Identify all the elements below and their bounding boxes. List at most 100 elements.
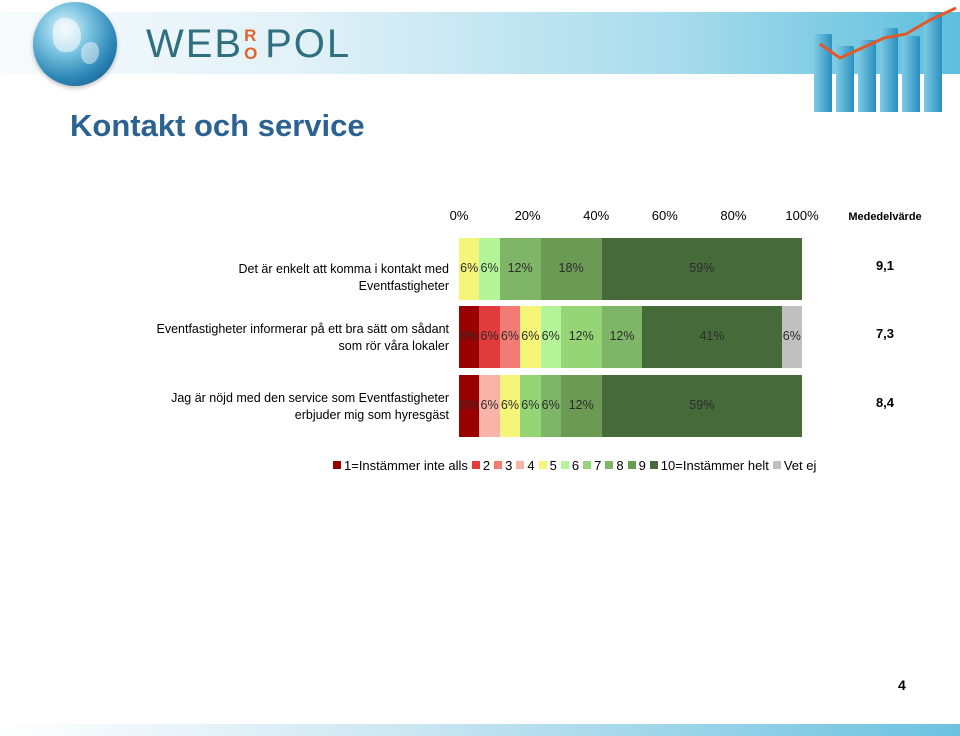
category-label-line: Jag är nöjd med den service som Eventfas… bbox=[171, 391, 449, 405]
bar-segment bbox=[499, 238, 541, 300]
legend-swatch bbox=[649, 461, 658, 469]
category-label-line: som rör våra lokaler bbox=[338, 339, 449, 353]
category-label-line: Eventfastigheter informerar på ett bra s… bbox=[156, 322, 449, 336]
page-title: Kontakt och service bbox=[70, 108, 365, 143]
bar-segment bbox=[499, 306, 521, 368]
data-label: 6% bbox=[500, 329, 519, 343]
legend-item: 10=Instämmer helt bbox=[649, 457, 769, 473]
data-label: 12% bbox=[568, 329, 594, 343]
legend-swatch bbox=[333, 461, 341, 469]
bar-segment bbox=[560, 306, 602, 368]
page-number: 4 bbox=[898, 677, 906, 693]
header-band bbox=[0, 12, 960, 74]
data-label: 6% bbox=[541, 398, 560, 412]
data-label: 41% bbox=[699, 329, 725, 343]
data-label: 6% bbox=[500, 398, 519, 412]
category-label-line: erbjuder mig som hyresgäst bbox=[294, 408, 449, 422]
bar-segment bbox=[520, 375, 541, 437]
legend-swatch bbox=[627, 461, 636, 469]
data-label: 6% bbox=[480, 261, 499, 275]
bar-segment bbox=[459, 375, 480, 437]
axis-tick-label: 80% bbox=[720, 208, 747, 223]
legend-label: 9 bbox=[638, 457, 646, 473]
legend-item: 7 bbox=[583, 458, 601, 473]
axis-tick-label: 0% bbox=[449, 208, 469, 223]
legend-swatch bbox=[471, 461, 480, 469]
bar-segment bbox=[781, 306, 802, 368]
legend-label: 8 bbox=[616, 457, 624, 473]
axis-tick-label: 60% bbox=[651, 208, 678, 223]
bar-segment bbox=[560, 375, 602, 437]
axis-tick-label: 40% bbox=[583, 208, 610, 223]
data-label: 6% bbox=[521, 398, 540, 412]
legend-label: 6 bbox=[571, 457, 580, 473]
axis-tick-label: 20% bbox=[514, 208, 541, 223]
bar-segment bbox=[601, 238, 802, 300]
bar-segment bbox=[601, 306, 643, 368]
bar-segment bbox=[459, 238, 480, 300]
globe-icon bbox=[33, 2, 117, 86]
legend-label: 7 bbox=[594, 457, 602, 473]
data-label: 59% bbox=[689, 398, 715, 412]
mean-value: 8,4 bbox=[875, 395, 895, 410]
bar-segment bbox=[540, 375, 561, 437]
data-label: 12% bbox=[507, 261, 533, 275]
bar-chart-decoration-icon bbox=[810, 0, 960, 120]
legend-label: 4 bbox=[527, 457, 535, 473]
chart-legend: 1=Instämmer inte alls 2 3 4 5 6 7 8 9 10=Instämme… bbox=[333, 456, 820, 474]
data-label: 6% bbox=[521, 329, 540, 343]
legend-swatch bbox=[560, 461, 569, 469]
mean-value: 9,1 bbox=[875, 258, 895, 273]
legend-swatch bbox=[494, 461, 503, 469]
bar-segment bbox=[459, 306, 480, 368]
legend-swatch bbox=[605, 461, 614, 469]
legend-item: 9 bbox=[627, 457, 646, 473]
axis-tick-label: 100% bbox=[785, 208, 819, 223]
category-label: Jag är nöjd med den service som Eventfas… bbox=[149, 390, 449, 424]
legend-label: 5 bbox=[549, 457, 557, 473]
bar-segment bbox=[499, 375, 521, 437]
legend-item: 6 bbox=[560, 457, 580, 473]
legend-item: 3 bbox=[494, 458, 512, 473]
legend-item: 5 bbox=[538, 457, 557, 473]
category-label: Eventfastigheter informerar på ett bra s… bbox=[149, 321, 449, 355]
category-label-line: Det är enkelt att komma i kontakt med Ev… bbox=[238, 262, 449, 293]
bar-segment bbox=[520, 306, 541, 368]
data-label: 6% bbox=[480, 329, 499, 343]
legend-item: 2 bbox=[471, 457, 491, 473]
data-label: 6% bbox=[782, 329, 801, 343]
legend-item: 1=Instämmer inte alls bbox=[333, 458, 468, 473]
data-label: 6% bbox=[460, 329, 479, 343]
legend-item: 8 bbox=[605, 457, 624, 473]
legend-label: 3 bbox=[505, 457, 513, 473]
data-label: 6% bbox=[460, 398, 479, 412]
data-label: 12% bbox=[568, 398, 594, 412]
bar-segment bbox=[642, 306, 782, 368]
legend-label: 1=Instämmer inte alls bbox=[344, 457, 468, 473]
legend-label: Vet ej bbox=[783, 457, 817, 473]
mean-value: 7,3 bbox=[875, 326, 895, 341]
footer-stripe bbox=[0, 724, 960, 736]
data-label: 6% bbox=[480, 398, 499, 412]
bar-segment bbox=[540, 238, 602, 300]
legend-item: 4 bbox=[516, 457, 535, 473]
legend-swatch bbox=[583, 461, 592, 469]
mean-column-header: Mededelvärde bbox=[848, 211, 922, 223]
legend-item: Vet ej bbox=[772, 457, 817, 473]
header: WEB R O POL bbox=[0, 0, 960, 112]
bar-segment bbox=[479, 375, 500, 437]
legend-swatch bbox=[538, 461, 547, 469]
bar-segment bbox=[601, 375, 802, 437]
legend-label: 2 bbox=[482, 457, 491, 473]
category-label: Det är enkelt att komma i kontakt med Ev… bbox=[149, 261, 449, 295]
legend-swatch bbox=[772, 461, 781, 469]
data-label: 12% bbox=[609, 329, 635, 343]
legend-label: 10=Instämmer helt bbox=[660, 457, 769, 473]
data-label: 6% bbox=[541, 329, 560, 343]
logo: WEB R O POL bbox=[146, 22, 352, 66]
bar-segment bbox=[479, 238, 500, 300]
legend-swatch bbox=[516, 461, 525, 469]
bar-segment bbox=[540, 306, 561, 368]
data-label: 6% bbox=[460, 261, 479, 275]
